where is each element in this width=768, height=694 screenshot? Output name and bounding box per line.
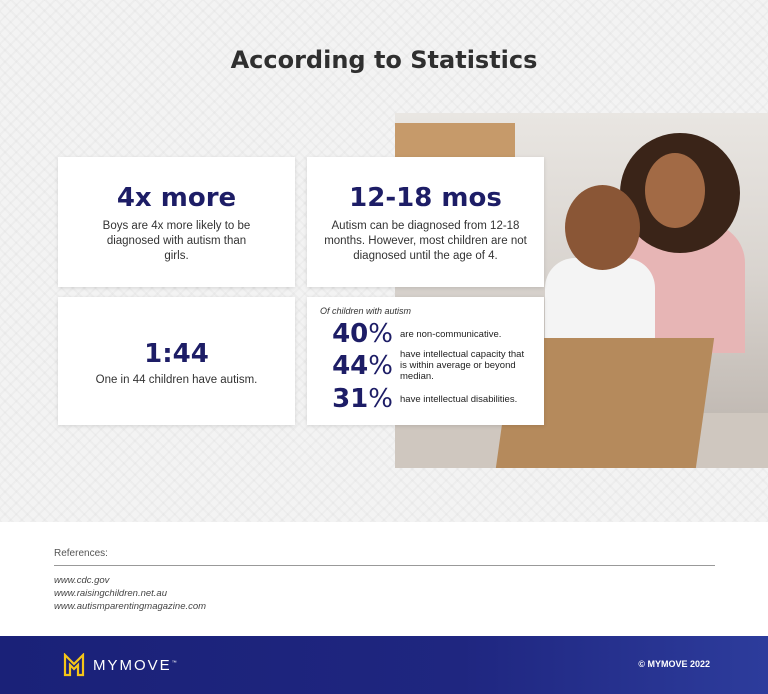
stat-card-prevalence: 1:44 One in 44 children have autism.: [58, 297, 295, 425]
percent-sign: %: [368, 350, 393, 381]
divider: [54, 565, 715, 566]
reference-list: www.cdc.gov www.raisingchildren.net.au w…: [54, 574, 206, 613]
stat-row: 40% are non-communicative.: [307, 319, 525, 349]
stat-card-gender: 4x more Boys are 4x more likely to be di…: [58, 157, 295, 287]
reference-link[interactable]: www.raisingchildren.net.au: [54, 588, 168, 599]
stat-value: 4x more: [116, 183, 237, 213]
stat-text: are non-communicative.: [400, 328, 502, 340]
footer: MYMOVE™ © MYMOVE 2022: [0, 636, 768, 694]
percent-sign: %: [368, 319, 393, 349]
page-title: According to Statistics: [230, 46, 538, 74]
card-heading: Of children with autism: [320, 306, 412, 316]
stat-text: Autism can be diagnosed from 12-18 month…: [324, 220, 527, 262]
reference-link[interactable]: www.cdc.gov: [54, 575, 110, 586]
mymove-logo: MYMOVE™: [63, 653, 177, 677]
references-label: References:: [54, 548, 108, 559]
percent-sign: %: [368, 384, 393, 414]
stat-value: 12-18 mos: [349, 183, 502, 213]
mymove-m-icon: [63, 653, 85, 677]
stat-row: 31% have intellectual disabilities.: [307, 384, 525, 414]
stat-text: Boys are 4x more likely to be diagnosed …: [102, 220, 251, 262]
stat-number: 31: [332, 384, 369, 414]
stat-row: 44% have intellectual capacity that is w…: [307, 349, 525, 382]
stat-text: have intellectual capacity that is withi…: [400, 349, 525, 382]
stat-text: One in 44 children have autism.: [95, 374, 258, 386]
brand-name: MYMOVE™: [93, 656, 177, 674]
stat-number: 40: [332, 319, 369, 349]
stat-number: 44: [332, 350, 369, 381]
stat-text: have intellectual disabilities.: [400, 393, 518, 405]
stat-card-diagnosis-age: 12-18 mos Autism can be diagnosed from 1…: [307, 157, 544, 287]
stat-card-children-with-autism: Of children with autism 40% are non-comm…: [307, 297, 544, 425]
copyright: © MYMOVE 2022: [638, 659, 710, 669]
reference-link[interactable]: www.autismparentingmagazine.com: [54, 601, 207, 612]
stat-value: 1:44: [144, 339, 209, 369]
